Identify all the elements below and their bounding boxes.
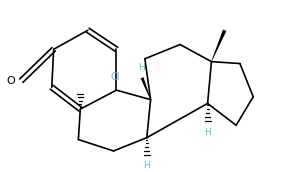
Text: H: H [143, 161, 150, 170]
Polygon shape [140, 77, 151, 100]
Text: Cl: Cl [110, 72, 120, 82]
Text: H: H [138, 63, 145, 72]
Text: H: H [204, 128, 211, 137]
Polygon shape [211, 30, 226, 62]
Text: O: O [7, 76, 16, 86]
